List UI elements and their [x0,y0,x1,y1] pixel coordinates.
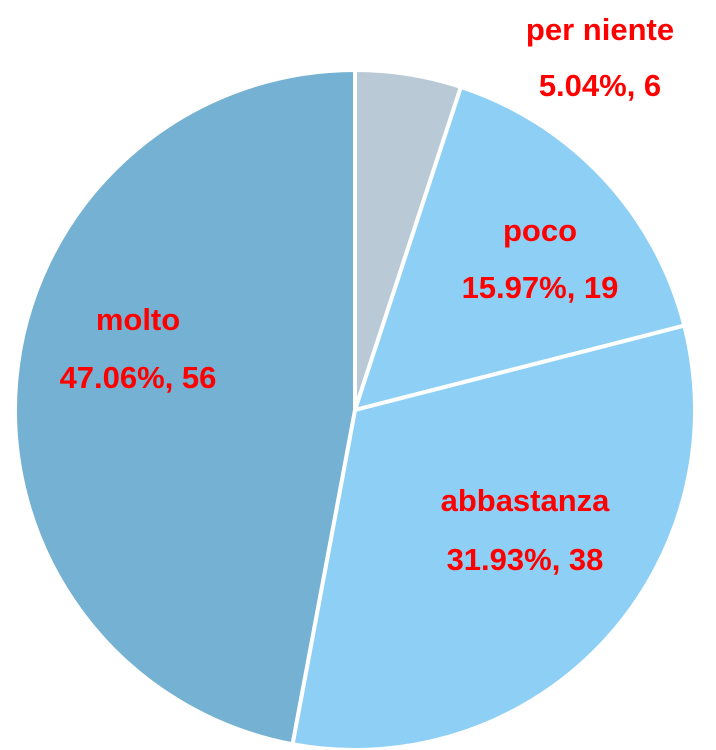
value-label: 47.06%, 56 [60,360,217,395]
value-label: 15.97%, 19 [462,270,619,305]
value-label: 31.93%, 38 [447,542,604,577]
slice-label: poco [503,213,577,248]
pie-slice [13,68,357,747]
pie-slice [353,84,687,412]
slice-label: molto [96,302,180,337]
pie-slice [290,323,697,750]
slice-label: abbastanza [441,483,611,518]
value-label: 5.04%, 6 [539,68,661,103]
slice-label: per niente [526,12,674,47]
